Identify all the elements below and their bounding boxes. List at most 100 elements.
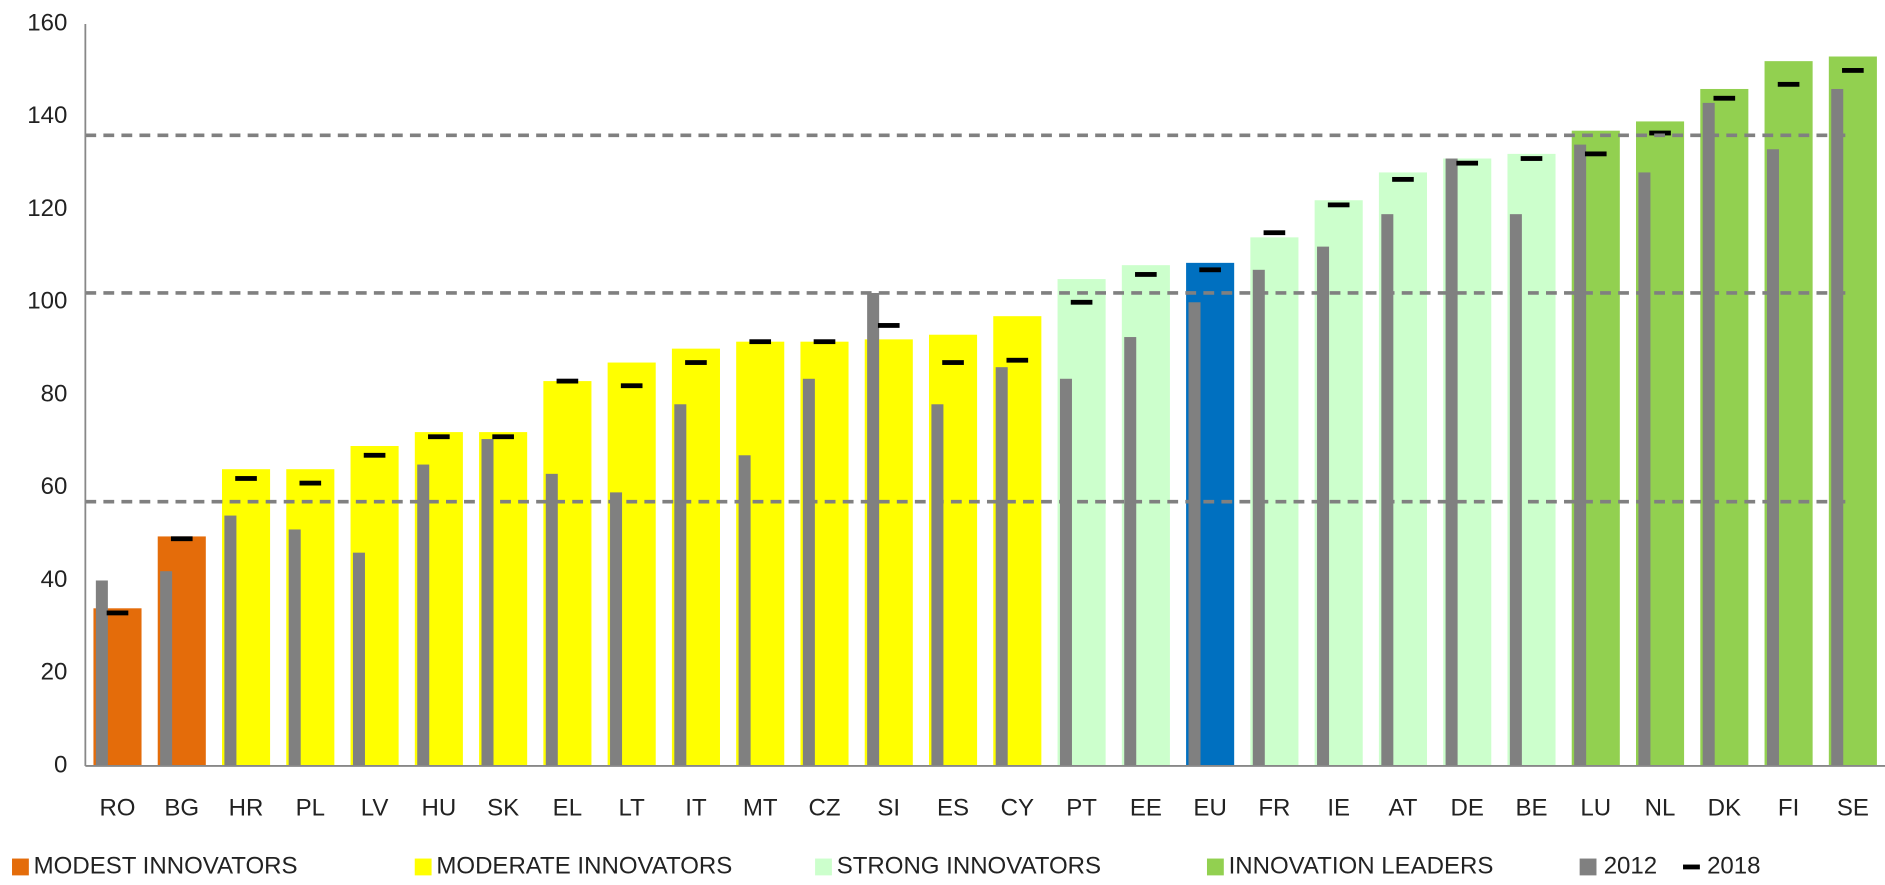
legend-swatch: [12, 858, 29, 876]
marker-2018: [685, 360, 707, 365]
bar-2012: [1317, 246, 1330, 766]
x-tick-label: BE: [1515, 795, 1547, 822]
legend-label: MODEST INNOVATORS: [34, 852, 298, 879]
x-tick-label: RO: [99, 795, 135, 822]
y-tick-label: 80: [41, 380, 68, 407]
bar-2012: [288, 529, 301, 766]
legend-swatch: [414, 858, 432, 876]
bar-2012: [1059, 378, 1072, 766]
bar-2012: [1124, 337, 1137, 766]
bar-2012: [738, 455, 751, 766]
legend-label: 2012: [1604, 852, 1657, 879]
x-tick-label: IE: [1327, 795, 1350, 822]
x-tick-label: SE: [1837, 795, 1869, 822]
x-tick-label: DK: [1708, 795, 1741, 822]
marker-2018: [1584, 151, 1607, 157]
bar-2012: [224, 515, 237, 766]
marker-2018: [1456, 160, 1479, 166]
y-tick-label: 0: [54, 751, 67, 778]
y-tick-label: 160: [27, 9, 67, 36]
x-tick-label: ES: [937, 795, 969, 822]
x-tick-label: PL: [296, 795, 325, 822]
legend-label: STRONG INNOVATORS: [837, 852, 1101, 879]
marker-2018: [106, 610, 129, 616]
x-tick-label: HU: [421, 795, 456, 822]
legend-label: MODERATE INNOVATORS: [436, 852, 732, 879]
x-tick-label: EE: [1130, 795, 1162, 822]
x-tick-label: FI: [1778, 795, 1799, 822]
marker-2018: [942, 360, 964, 365]
bar-2012: [1188, 302, 1201, 766]
bar-2012: [610, 492, 623, 766]
marker-2018: [1649, 130, 1671, 136]
bar-2012: [417, 464, 430, 766]
x-tick-label: AT: [1388, 795, 1417, 822]
marker-2018: [1713, 95, 1736, 101]
bar-2012: [995, 367, 1008, 766]
bar-2012: [1638, 172, 1651, 766]
marker-2018: [492, 434, 514, 440]
bar-2012: [867, 292, 880, 766]
x-tick-label: PT: [1066, 795, 1097, 822]
marker-2018: [1199, 267, 1221, 273]
marker-2018: [877, 323, 900, 328]
marker-2018: [1842, 68, 1864, 73]
marker-2018: [170, 536, 193, 542]
x-tick-label: CY: [1001, 795, 1034, 822]
x-tick-label: SK: [487, 795, 519, 822]
legend-label: 2018: [1707, 852, 1760, 879]
bar-2012: [1831, 88, 1844, 766]
marker-2018: [1327, 202, 1350, 208]
x-tick-label: LV: [361, 795, 389, 822]
x-tick-label: SI: [877, 795, 900, 822]
marker-2018: [813, 339, 836, 345]
bar-2012: [1445, 158, 1458, 766]
bar-2012: [1766, 149, 1779, 766]
marker-2018: [428, 434, 450, 440]
y-tick-label: 120: [27, 195, 67, 222]
y-tick-label: 140: [27, 102, 67, 129]
marker-2018: [1006, 357, 1029, 363]
x-tick-label: BG: [164, 795, 199, 822]
y-tick-label: 60: [41, 473, 68, 500]
bar-2012: [931, 404, 944, 766]
marker-2018: [1520, 156, 1543, 161]
bar-2012: [95, 580, 108, 766]
x-tick-label: IT: [685, 795, 707, 822]
x-tick-label: EU: [1193, 795, 1226, 822]
legend-swatch: [1579, 858, 1597, 876]
bar-2012: [1252, 269, 1265, 766]
x-tick-label: LU: [1580, 795, 1611, 822]
bar-2012: [481, 439, 494, 766]
marker-2018: [235, 476, 257, 481]
x-tick-label: LT: [619, 795, 646, 822]
x-tick-label: EL: [553, 795, 582, 822]
marker-2018: [363, 452, 386, 458]
y-tick-label: 100: [27, 288, 67, 315]
legend-swatch: [1206, 858, 1224, 876]
x-tick-label: HR: [229, 795, 264, 822]
bar-2012: [1702, 102, 1715, 766]
legend-label: INNOVATION LEADERS: [1229, 852, 1494, 879]
marker-2018: [1135, 272, 1157, 277]
y-tick-label: 40: [41, 566, 68, 593]
bar-2012: [1574, 144, 1587, 766]
x-tick-label: DE: [1451, 795, 1484, 822]
marker-2018: [1263, 230, 1286, 236]
bar-2012: [1381, 214, 1394, 766]
x-tick-label: MT: [743, 795, 778, 822]
marker-2018: [556, 378, 579, 384]
y-tick-label: 20: [41, 659, 68, 686]
bar-2012: [802, 378, 815, 766]
marker-2018: [1392, 176, 1414, 182]
marker-2018: [1777, 81, 1800, 87]
marker-2018: [1070, 299, 1093, 305]
bar-2012: [545, 473, 558, 766]
x-tick-label: CZ: [808, 795, 840, 822]
marker-2018: [749, 339, 772, 345]
bar-2012: [160, 571, 173, 766]
bar-2012: [674, 404, 687, 766]
bar-2012: [352, 552, 365, 766]
